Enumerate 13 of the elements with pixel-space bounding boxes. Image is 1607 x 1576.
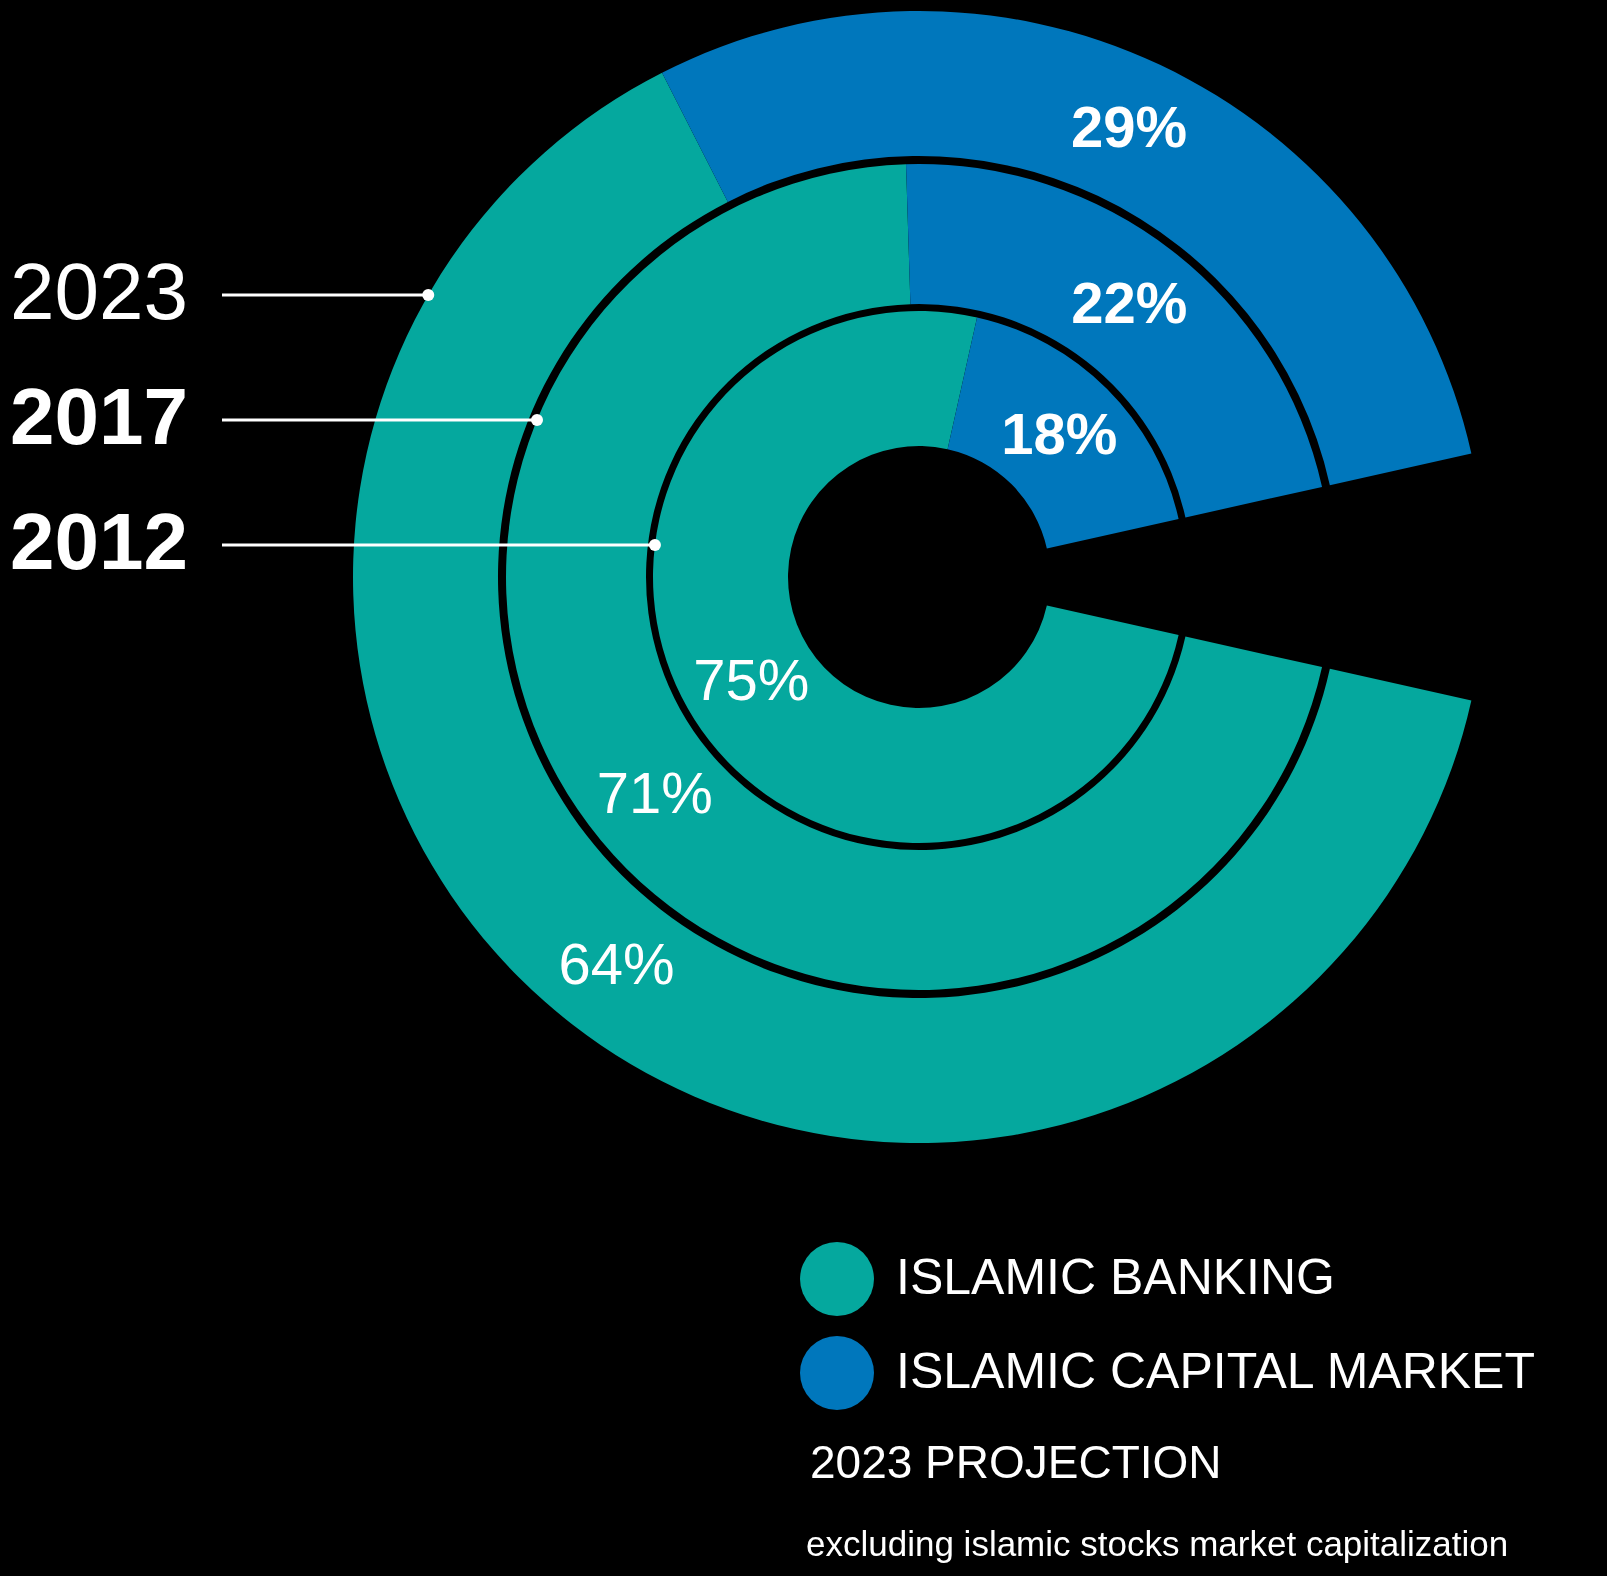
data-label: 18% [1001, 400, 1118, 466]
data-label: 22% [1071, 269, 1188, 335]
data-label: 29% [1071, 94, 1188, 160]
data-label: 71% [596, 759, 713, 825]
legend-label: ISLAMIC BANKING [896, 1249, 1335, 1305]
text: 2023 PROJECTION [810, 1436, 1222, 1488]
text: excluding islamic stocks market capitalization [806, 1524, 1509, 1563]
legend-label: ISLAMIC CAPITAL MARKET [896, 1343, 1536, 1399]
data-label: 75% [693, 647, 810, 713]
slice-label: 2023 [10, 247, 188, 336]
slice-label: 2012 [10, 497, 188, 586]
data-label: 64% [558, 930, 675, 996]
slice-label: 2017 [10, 372, 188, 461]
